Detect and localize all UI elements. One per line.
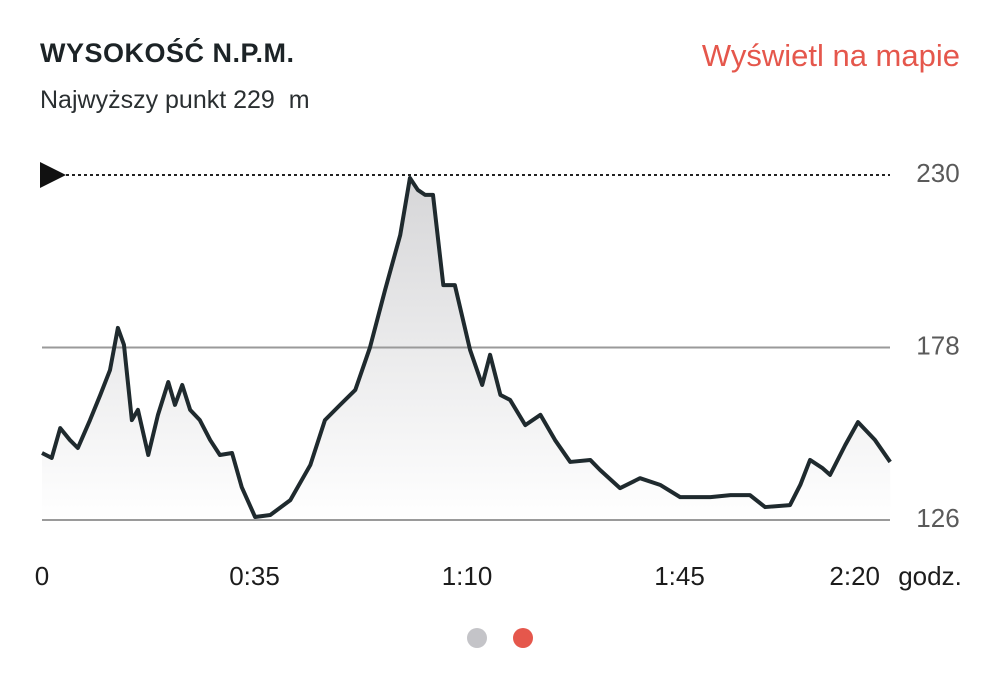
y-tick-label: 178	[916, 330, 959, 360]
x-tick-label: 2:20	[829, 561, 880, 591]
map-link[interactable]: Wyświetl na mapie	[701, 38, 960, 73]
x-tick-label: 1:10	[442, 561, 493, 591]
page-dot[interactable]	[513, 628, 533, 648]
x-unit: godz.	[898, 561, 962, 591]
max-value: 229	[233, 86, 275, 114]
y-tick-label: 126	[916, 503, 959, 533]
subtitle-label: Najwyższy punkt	[40, 86, 227, 114]
chart: 126 178 230 0 0:35 1:10 1:45 2:20 godz.	[35, 158, 962, 591]
subtitle: Najwyższy punkt 229 m	[40, 86, 310, 115]
x-tick-label: 0	[35, 561, 49, 591]
page-dot[interactable]	[467, 628, 487, 648]
y-tick-label: 230	[916, 158, 959, 188]
line	[41, 175, 892, 520]
area	[42, 177, 891, 520]
page-dots	[467, 628, 533, 648]
x-tick-label: 1:45	[654, 561, 705, 591]
x-tick-label: 0:35	[229, 561, 280, 591]
title: WYSOKOŚĆ N.P.M.	[40, 38, 295, 68]
max-unit: m	[288, 86, 310, 114]
max-marker	[40, 162, 66, 188]
